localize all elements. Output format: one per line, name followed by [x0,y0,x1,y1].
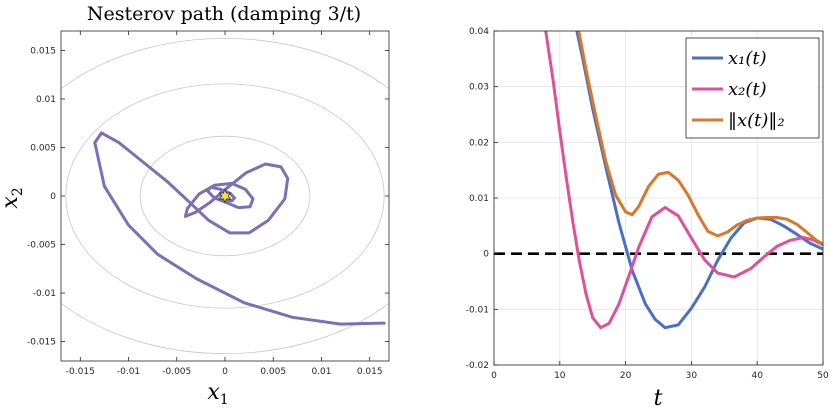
right-ytick-label: -0.02 [466,361,489,371]
left-xtick-label: -0.01 [117,367,140,377]
left-y-ticks: -0.015 -0.01 -0.005 0 0.005 0.01 0.015 [27,46,389,348]
right-ytick-label: 0.04 [469,27,489,37]
right-x-ticks: 0 10 20 30 40 50 [491,361,829,381]
right-xtick-label: 20 [620,371,632,381]
left-ytick-label: -0.015 [27,338,56,348]
left-x-label: x1 [207,380,228,408]
right-ytick-label: 0.03 [469,83,489,93]
nesterov-path-line [93,131,386,326]
left-ytick-label: 0 [50,192,56,202]
right-panel: 0 10 20 30 40 50 -0.02-0.0100.010.020.030.04 … [466,27,829,408]
left-x-label-sub: 1 [220,392,229,408]
legend-label-x2: x₂(t) [728,79,767,100]
legend-label-norm: ‖x(t)‖₂ [728,110,785,131]
legend-label-x1: x₁(t) [728,48,767,69]
left-y-label-sub: 2 [10,187,26,196]
left-xtick-label: 0.01 [311,367,331,377]
left-y-label-text: x2 [0,187,26,208]
left-ytick-label: 0.01 [36,95,56,105]
series-line-x2 [544,31,823,330]
right-xtick-label: 50 [817,371,829,381]
right-ytick-label: 0 [483,250,489,260]
contour-ellipse-1 [65,83,385,309]
right-xtick-label: 0 [491,371,497,381]
series-line-x1 [575,31,823,330]
left-xtick-label: 0 [222,367,228,377]
left-series [93,131,386,326]
right-ytick-label: 0.02 [469,138,489,148]
left-y-label: x2 [0,187,26,208]
left-ytick-label: -0.005 [27,241,56,251]
left-xtick-label: -0.005 [162,367,191,377]
left-title: Nesterov path (damping 3/t) [87,3,361,25]
left-ytick-label: 0.015 [30,46,56,56]
contour-ellipse-0 [139,135,311,257]
right-series [544,31,823,330]
left-panel: Nesterov path (damping 3/t) -0.015 -0.01-… [0,3,390,408]
left-xtick-label: 0.015 [357,367,383,377]
right-xtick-label: 30 [686,371,698,381]
left-xtick-label: 0.005 [260,367,286,377]
right-xtick-label: 10 [554,371,566,381]
right-y-ticks: -0.02 -0.01 0 0.01 0.02 0.03 0.04 [466,27,498,371]
contour-ellipse-2 [61,38,389,354]
right-xtick-label: 40 [751,371,763,381]
minimizer-star-icon [218,188,232,204]
right-ytick-label: 0.01 [469,194,489,204]
series-line-norm [577,31,823,246]
left-xtick-label: -0.015 [66,367,95,377]
right-ytick-label: -0.01 [466,305,489,315]
left-ytick-label: -0.01 [33,289,56,299]
left-contours [61,38,389,354]
left-x-ticks: -0.015 -0.01 -0.005 0 0.005 0.01 0.015 [66,31,383,377]
legend: x₁(t) x₂(t) ‖x(t)‖₂ [685,37,820,139]
left-ytick-label: 0.005 [30,143,56,153]
right-x-label: t [654,386,663,408]
